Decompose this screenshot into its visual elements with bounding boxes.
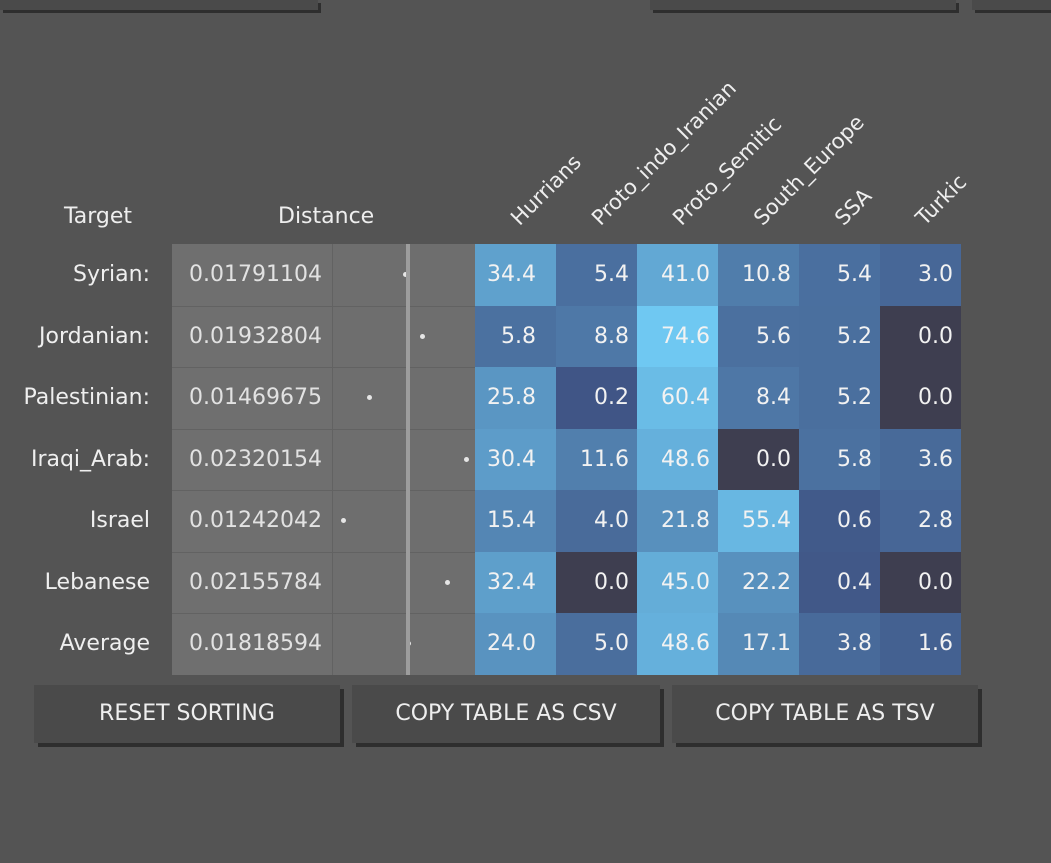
distance-dot xyxy=(403,272,409,277)
row-label: Lebanese xyxy=(44,569,150,595)
row-divider xyxy=(172,551,475,553)
value-cell-south-europe: 22.2 xyxy=(718,551,799,613)
value-cell-south-europe: 0.0 xyxy=(718,428,799,490)
value-cell-south-europe: 8.4 xyxy=(718,367,799,429)
value-cell-turkic: 1.6 xyxy=(880,613,961,675)
value-cell-hurrians: 34.4 xyxy=(475,244,556,306)
value-cell-turkic: 2.8 xyxy=(880,490,961,552)
column-header-turkic[interactable]: Turkic xyxy=(911,169,972,230)
distance-bar-cell xyxy=(332,551,475,613)
distance-value: 0.01242042 xyxy=(172,490,332,552)
value-cell-ssa: 0.6 xyxy=(799,490,880,552)
value-cell-hurrians: 24.0 xyxy=(475,613,556,675)
value-cell-south-europe: 10.8 xyxy=(718,244,799,306)
value-cell-proto-semitic: 45.0 xyxy=(637,551,718,613)
value-cell-south-europe: 17.1 xyxy=(718,613,799,675)
copy-csv-button[interactable]: COPY TABLE AS CSV xyxy=(352,685,660,743)
distance-bar-cell xyxy=(332,428,475,490)
column-header-ssa[interactable]: SSA xyxy=(830,183,877,230)
value-cell-south-europe: 5.6 xyxy=(718,305,799,367)
value-cell-proto-indo-iranian: 8.8 xyxy=(556,305,637,367)
value-cell-turkic: 3.0 xyxy=(880,244,961,306)
distance-dot xyxy=(340,518,346,523)
distance-dot xyxy=(445,579,451,585)
top-button-partial[interactable] xyxy=(0,0,318,10)
row-label: Average xyxy=(59,631,150,656)
distance-bar-cell xyxy=(332,305,475,367)
distance-value: 0.01791104 xyxy=(172,244,332,306)
row-divider xyxy=(172,305,475,307)
value-cell-ssa: 5.2 xyxy=(799,367,880,429)
distance-value: 0.01818594 xyxy=(172,613,332,675)
value-cell-hurrians: 5.8 xyxy=(475,305,556,367)
distance-bar-cell xyxy=(332,490,475,552)
row-divider xyxy=(172,490,475,491)
row-divider xyxy=(172,613,475,614)
target-header[interactable]: Target xyxy=(64,204,133,229)
value-cell-ssa: 0.4 xyxy=(799,551,880,613)
distance-bar-cell xyxy=(332,367,475,429)
results-table: Syrian: 0.01791104 34.4 5.4 41.0 10.8 5.4 3.0 Jo… xyxy=(24,244,962,675)
table-row: Lebanese 0.02155784 32.4 0.0 45.0 22.2 0.4 0.0 xyxy=(45,551,962,613)
value-cell-ssa: 3.8 xyxy=(799,613,880,675)
value-cell-proto-indo-iranian: 4.0 xyxy=(556,490,637,552)
row-label: Israel xyxy=(89,508,150,533)
value-cell-turkic: 3.6 xyxy=(880,428,961,490)
value-cell-proto-indo-iranian: 0.0 xyxy=(556,551,637,613)
value-cell-turkic: 0.0 xyxy=(880,305,961,367)
table-row: Iraqi_Arab: 0.02320154 30.4 11.6 48.6 0.0 5.8 3… xyxy=(31,428,962,490)
table-row: Jordanian: 0.01932804 5.8 8.8 74.6 5.6 5.2 0.0 xyxy=(39,305,962,367)
value-cell-hurrians: 32.4 xyxy=(475,551,556,613)
column-divider xyxy=(332,244,333,675)
row-divider xyxy=(172,367,475,368)
value-cell-proto-semitic: 48.6 xyxy=(637,428,718,490)
table-row: Syrian: 0.01791104 34.4 5.4 41.0 10.8 5.4 3.0 xyxy=(73,244,962,306)
value-cell-proto-indo-iranian: 0.2 xyxy=(556,367,637,429)
average-distance-line xyxy=(406,244,411,675)
distance-value: 0.01932804 xyxy=(172,305,332,367)
table-row: Israel 0.01242042 15.4 4.0 21.8 55.4 0.6 2.8 xyxy=(90,490,962,552)
column-header-hurrians[interactable]: Hurrians xyxy=(506,150,586,230)
value-cell-ssa: 5.8 xyxy=(799,428,880,490)
value-cell-ssa: 5.2 xyxy=(799,305,880,367)
value-cell-proto-semitic: 60.4 xyxy=(637,367,718,429)
table-row: Average 0.01818594 24.0 5.0 48.6 17.1 3.8 1.6 xyxy=(60,613,962,675)
value-cell-hurrians: 15.4 xyxy=(475,490,556,552)
distance-dot xyxy=(366,395,372,400)
value-cell-south-europe: 55.4 xyxy=(718,490,799,552)
distance-dot xyxy=(463,456,469,462)
table-row: Palestinian: 0.01469675 25.8 0.2 60.4 8.4 5.2 0… xyxy=(24,367,962,429)
distance-value: 0.01469675 xyxy=(172,367,332,429)
value-cell-turkic: 0.0 xyxy=(880,551,961,613)
distance-bar-cell xyxy=(332,613,475,675)
value-cell-hurrians: 30.4 xyxy=(475,428,556,490)
row-label: Palestinian: xyxy=(23,385,151,410)
reset-sorting-button[interactable]: RESET SORTING xyxy=(34,685,340,743)
column-header-proto-indo-iranian[interactable]: Proto_indo_Iranian xyxy=(587,76,742,230)
value-cell-proto-indo-iranian: 5.4 xyxy=(556,244,637,306)
top-button-partial[interactable] xyxy=(650,0,956,10)
distance-bar-cell xyxy=(332,244,475,306)
row-label: Iraqi_Arab: xyxy=(30,446,150,472)
distance-header[interactable]: Distance xyxy=(278,204,375,229)
value-cell-ssa: 5.4 xyxy=(799,244,880,306)
value-cell-proto-semitic: 21.8 xyxy=(637,490,718,552)
distance-value: 0.02155784 xyxy=(172,551,332,613)
value-cell-proto-semitic: 41.0 xyxy=(637,244,718,306)
value-cell-proto-indo-iranian: 5.0 xyxy=(556,613,637,675)
value-cell-turkic: 0.0 xyxy=(880,367,961,429)
value-cell-hurrians: 25.8 xyxy=(475,367,556,429)
value-cell-proto-semitic: 74.6 xyxy=(637,305,718,367)
distance-value: 0.02320154 xyxy=(172,428,332,490)
row-label: Syrian: xyxy=(73,262,150,287)
value-cell-proto-indo-iranian: 11.6 xyxy=(556,428,637,490)
row-label: Jordanian: xyxy=(39,323,150,349)
row-divider xyxy=(172,428,475,430)
distance-dot xyxy=(419,333,425,339)
value-cell-proto-semitic: 48.6 xyxy=(637,613,718,675)
top-button-partial[interactable] xyxy=(972,0,1051,10)
copy-tsv-button[interactable]: COPY TABLE AS TSV xyxy=(672,685,978,743)
